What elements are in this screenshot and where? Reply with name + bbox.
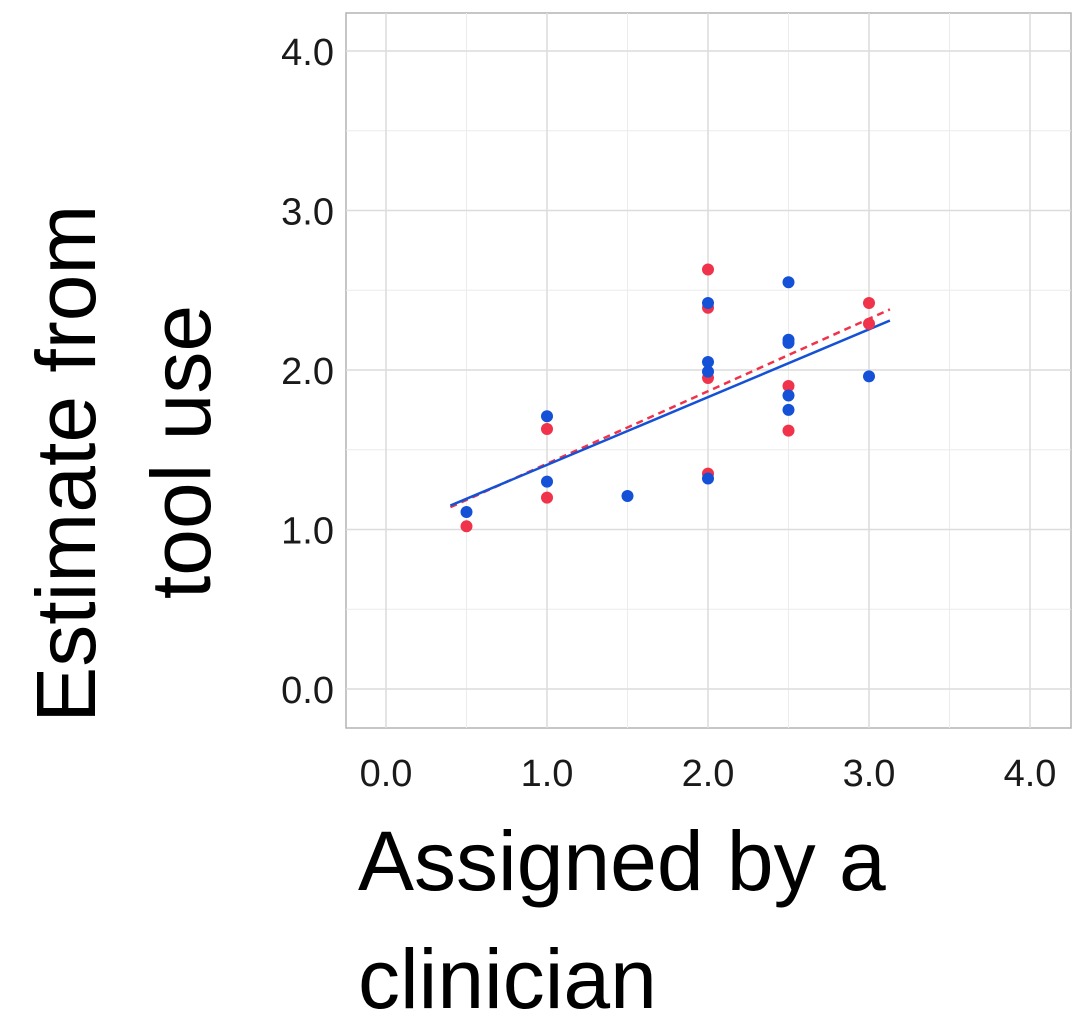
y-axis-title-line-2: tool use bbox=[134, 305, 228, 599]
data-point-series-2 bbox=[541, 475, 553, 488]
data-points bbox=[460, 263, 875, 533]
data-point-series-2 bbox=[702, 365, 714, 378]
trend-lines bbox=[449, 308, 891, 509]
data-point-series-2 bbox=[702, 297, 714, 310]
data-point-series-1 bbox=[863, 297, 875, 310]
x-tick-label: 4.0 bbox=[1004, 753, 1057, 795]
data-point-series-2 bbox=[782, 276, 795, 289]
x-tick-label: 0.0 bbox=[360, 753, 413, 795]
data-point-series-2 bbox=[702, 356, 714, 369]
data-point-series-2 bbox=[460, 505, 473, 518]
x-tick-label: 1.0 bbox=[521, 753, 574, 795]
y-axis-title-line-1: Estimate from bbox=[19, 205, 113, 723]
y-axis-title: Estimate from tool use bbox=[19, 181, 228, 722]
y-tick-label: 1.0 bbox=[281, 511, 334, 553]
tick-labels: 0.0 1.0 2.0 3.0 4.0 0.0 1.0 2.0 3.0 4.0 bbox=[281, 32, 1056, 795]
y-tick-label: 3.0 bbox=[281, 192, 334, 234]
data-point-series-2 bbox=[782, 336, 795, 349]
data-point-series-2 bbox=[782, 389, 795, 402]
y-tick-label: 2.0 bbox=[281, 351, 334, 393]
data-point-series-2 bbox=[541, 410, 553, 423]
trend-line-series-2 bbox=[449, 319, 891, 507]
x-axis-title-line-1: Assigned by a bbox=[358, 814, 886, 908]
data-point-series-1 bbox=[863, 317, 875, 330]
trend-line-series-1 bbox=[449, 308, 891, 509]
x-tick-label: 2.0 bbox=[682, 753, 735, 795]
data-point-series-2 bbox=[782, 403, 795, 416]
data-point-series-1 bbox=[541, 423, 553, 436]
data-point-series-2 bbox=[621, 490, 634, 503]
y-tick-label: 0.0 bbox=[281, 670, 334, 712]
data-point-series-1 bbox=[541, 491, 553, 504]
data-point-series-1 bbox=[702, 263, 714, 276]
x-axis-title-line-2: clinician bbox=[358, 932, 657, 1026]
x-tick-label: 3.0 bbox=[843, 753, 896, 795]
data-point-series-2 bbox=[702, 472, 714, 485]
data-point-series-1 bbox=[782, 379, 795, 392]
x-axis-title: Assigned by a clinician bbox=[358, 814, 909, 1026]
grid-lines bbox=[346, 13, 1071, 728]
data-point-series-2 bbox=[863, 370, 875, 383]
y-tick-label: 4.0 bbox=[281, 32, 334, 74]
data-point-series-1 bbox=[782, 424, 795, 437]
data-point-series-1 bbox=[460, 520, 473, 533]
